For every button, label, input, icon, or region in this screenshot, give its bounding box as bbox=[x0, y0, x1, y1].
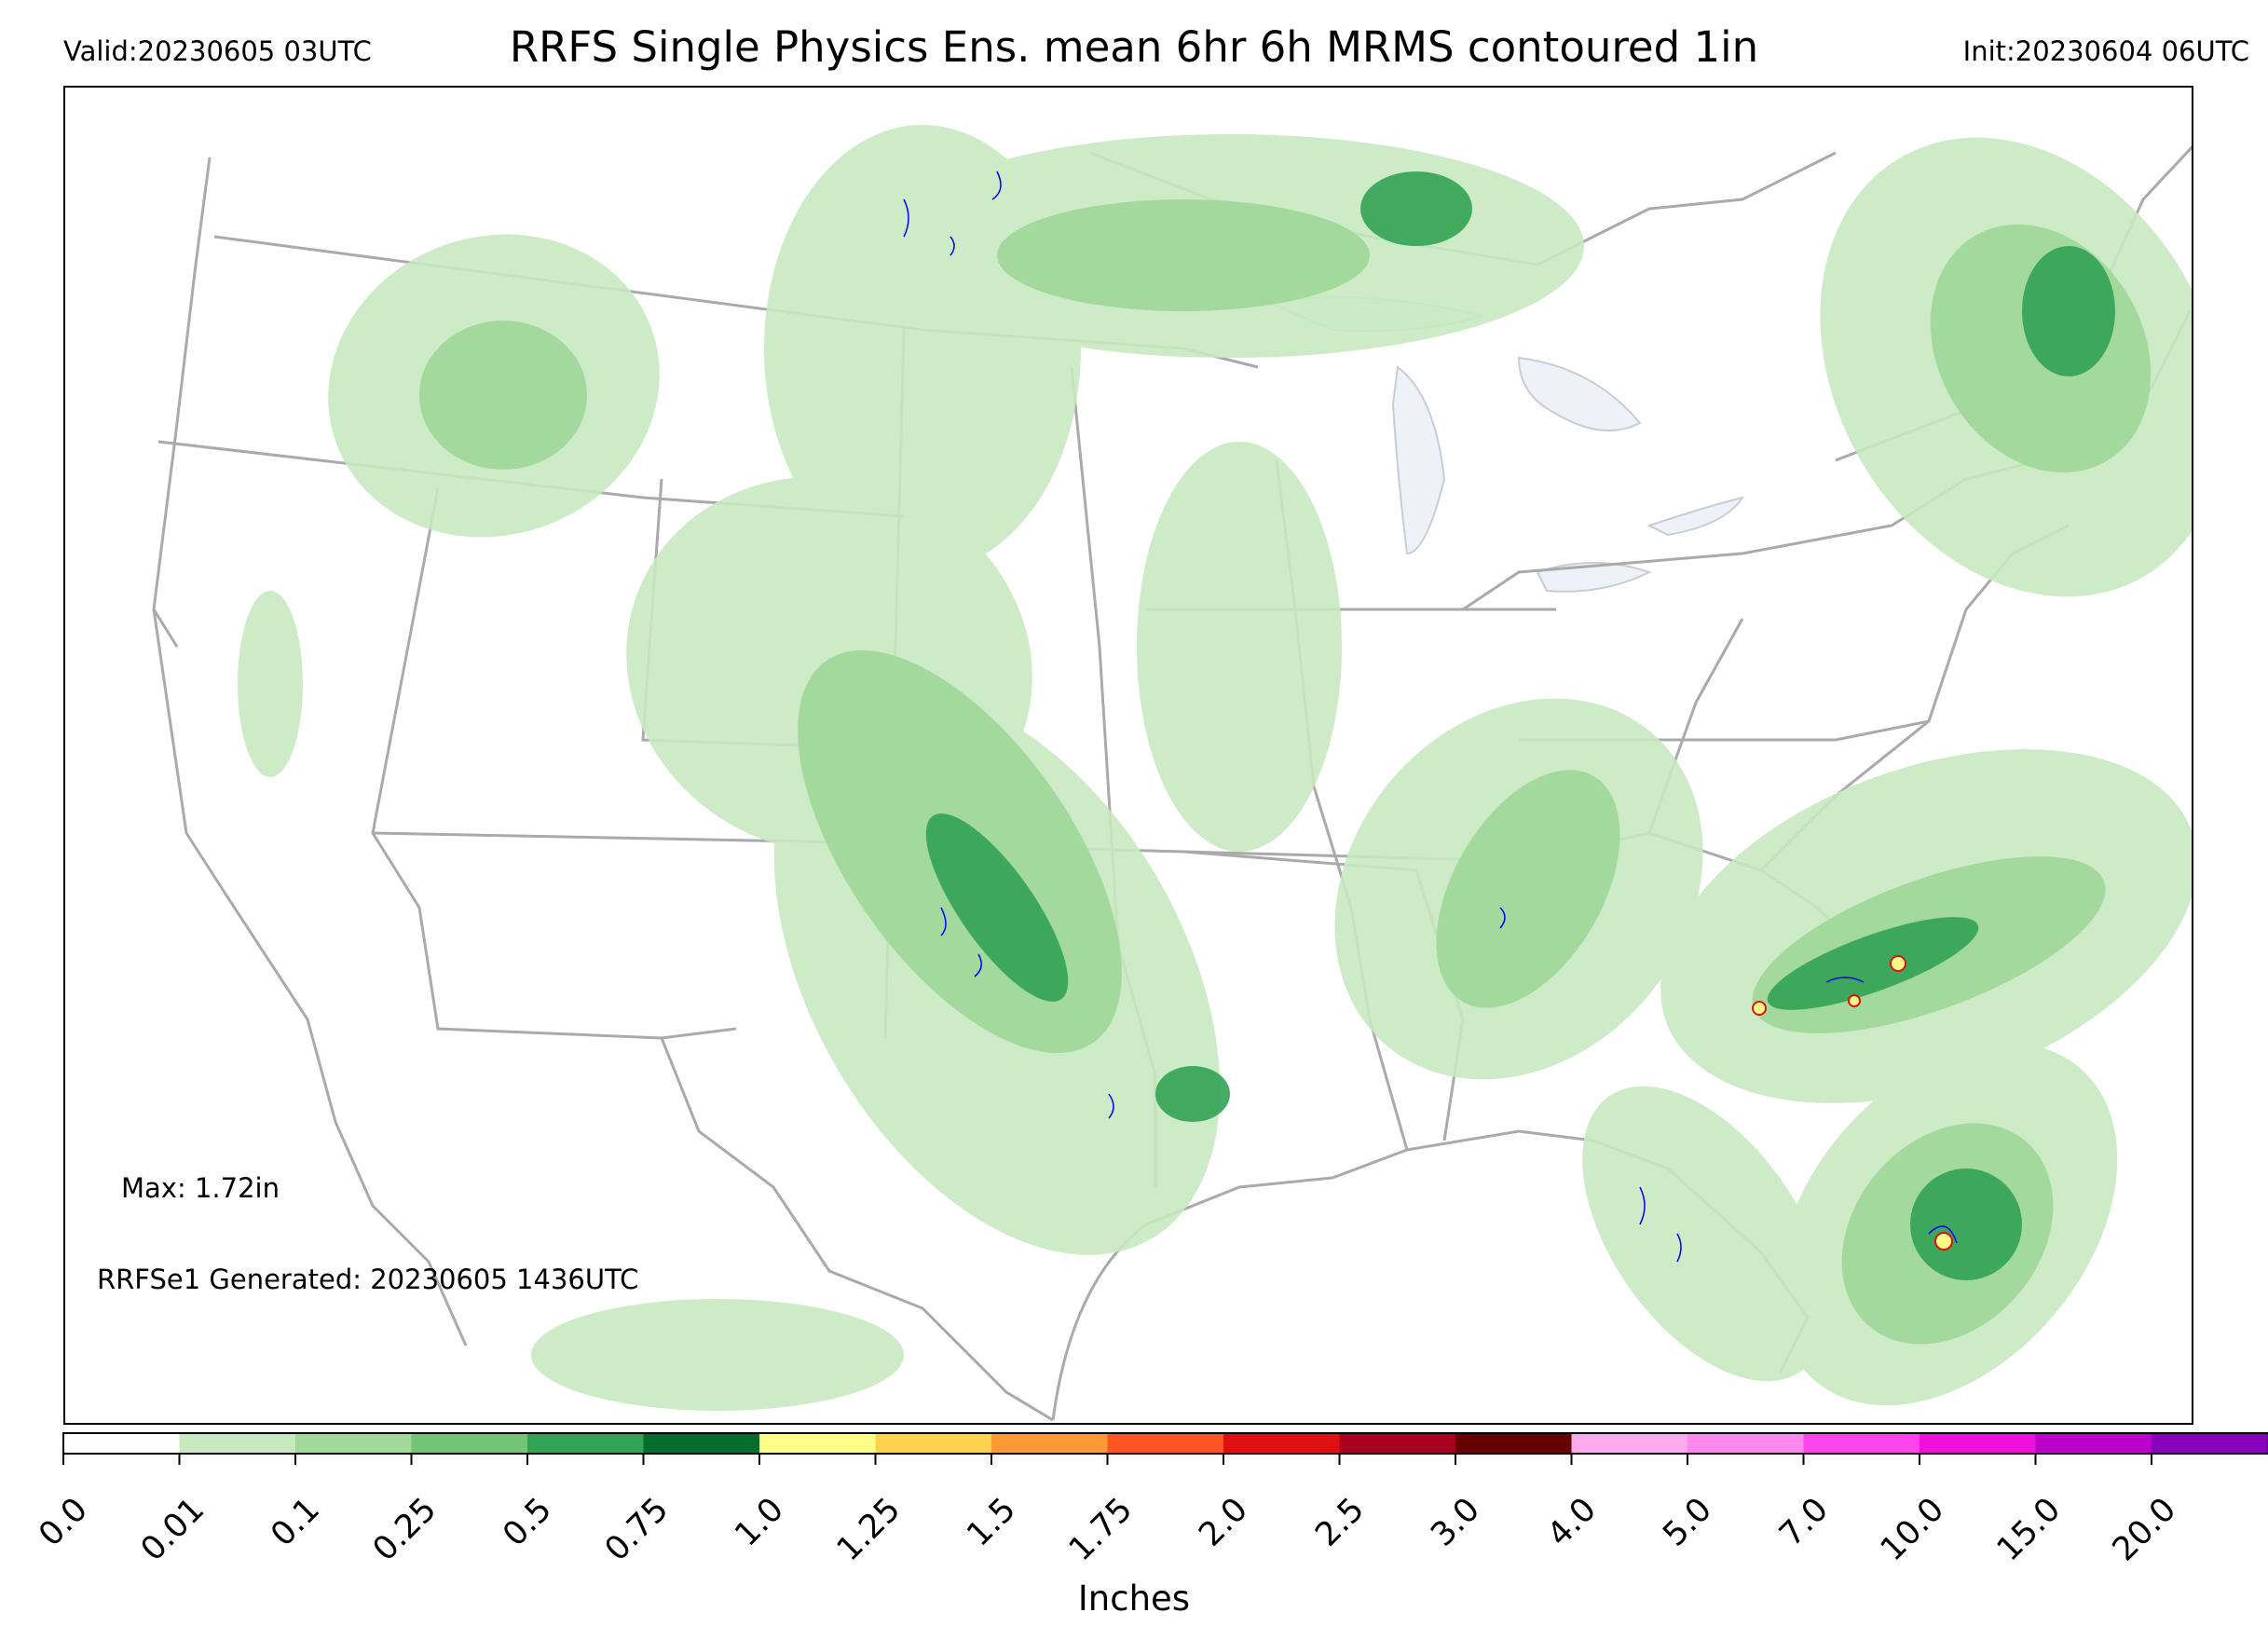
colorbar-segment bbox=[2152, 1433, 2268, 1454]
colorbar-segment bbox=[1223, 1433, 1340, 1454]
colorbar-label: Inches bbox=[1077, 1578, 1191, 1619]
colorbar-segment bbox=[1339, 1433, 1456, 1454]
map-title: RRFS Single Physics Ens. mean 6hr 6h MRM… bbox=[509, 22, 1759, 72]
colorbar-segment bbox=[2035, 1433, 2152, 1454]
precip-field bbox=[238, 125, 2192, 1411]
generated-annotation: RRFSe1 Generated: 20230605 1436UTC bbox=[97, 1264, 639, 1295]
precip-map bbox=[152, 125, 2192, 1422]
valid-time-label: Valid:20230605 03UTC bbox=[63, 35, 372, 67]
colorbar-segment bbox=[1455, 1433, 1572, 1454]
colorbar-segment bbox=[179, 1433, 296, 1454]
init-time-label: Init:20230604 06UTC bbox=[1962, 35, 2249, 67]
colorbar-segment bbox=[527, 1433, 644, 1454]
colorbar-segment bbox=[1107, 1433, 1224, 1454]
map-panel bbox=[63, 86, 2193, 1425]
colorbar-segment bbox=[1803, 1433, 1920, 1454]
colorbar-segment bbox=[643, 1433, 760, 1454]
colorbar-segment bbox=[1571, 1433, 1688, 1454]
colorbar-segment bbox=[295, 1433, 412, 1454]
colorbar-segment bbox=[991, 1433, 1108, 1454]
colorbar-segment bbox=[759, 1433, 876, 1454]
colorbar-segment bbox=[1920, 1433, 2036, 1454]
colorbar-segment bbox=[63, 1433, 180, 1454]
colorbar-segment bbox=[875, 1433, 992, 1454]
max-value-annotation: Max: 1.72in bbox=[121, 1172, 280, 1204]
colorbar-segment bbox=[411, 1433, 528, 1454]
colorbar-segment bbox=[1687, 1433, 1804, 1454]
